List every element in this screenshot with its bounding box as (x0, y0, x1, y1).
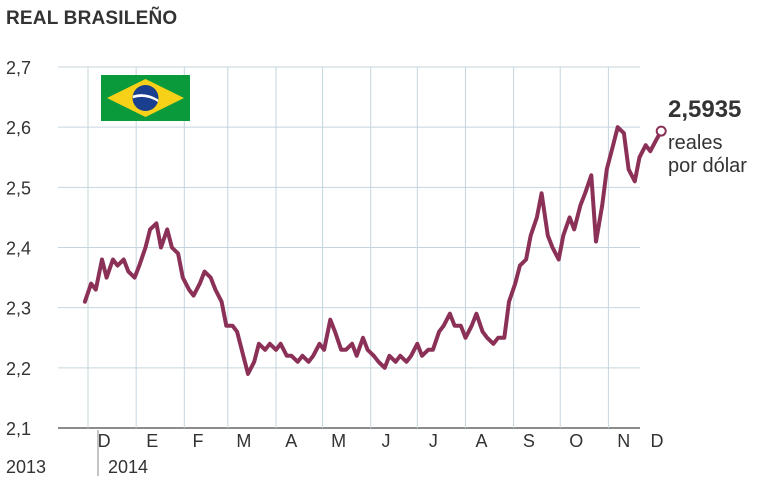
y-axis: 2,1 2,2 2,3 2,4 2,5 2,6 2,7 (6, 58, 31, 439)
last-point-marker (655, 125, 667, 137)
flag-globe (132, 85, 159, 111)
y-tick-label: 2,1 (6, 419, 31, 439)
x-tick-label: A (285, 431, 297, 451)
x-tick-label: M (236, 431, 251, 451)
y-tick-label: 2,4 (6, 239, 31, 259)
last-value-label: 2,5935 (668, 96, 742, 123)
x-tick-label: O (569, 431, 583, 451)
y-tick-label: 2,6 (6, 118, 31, 138)
x-tick-label: J (429, 431, 438, 451)
x-tick-label: J (382, 431, 391, 451)
unit-label: reales por dólar (668, 132, 747, 177)
x-axis: D E F M A M J J A S O N D 2013 2014 (6, 430, 664, 477)
x-tick-label: D (651, 431, 664, 451)
year-label: 2013 (6, 457, 46, 477)
brazil-flag-icon (101, 75, 190, 121)
y-tick-label: 2,3 (6, 299, 31, 319)
x-tick-label: F (193, 431, 204, 451)
y-tick-label: 2,2 (6, 359, 31, 379)
series-line (82, 125, 664, 376)
chart-title: REAL BRASILEÑO (6, 8, 178, 29)
y-tick-label: 2,7 (6, 58, 31, 78)
x-tick-label: M (331, 431, 346, 451)
x-tick-label: N (617, 431, 630, 451)
x-tick-label: E (146, 431, 158, 451)
year-label: 2014 (108, 457, 148, 477)
x-tick-label: D (98, 431, 111, 451)
x-tick-label: S (523, 431, 535, 451)
grid (58, 66, 640, 429)
x-tick-label: A (476, 431, 488, 451)
y-tick-label: 2,5 (6, 178, 31, 198)
flag-band (132, 94, 159, 102)
